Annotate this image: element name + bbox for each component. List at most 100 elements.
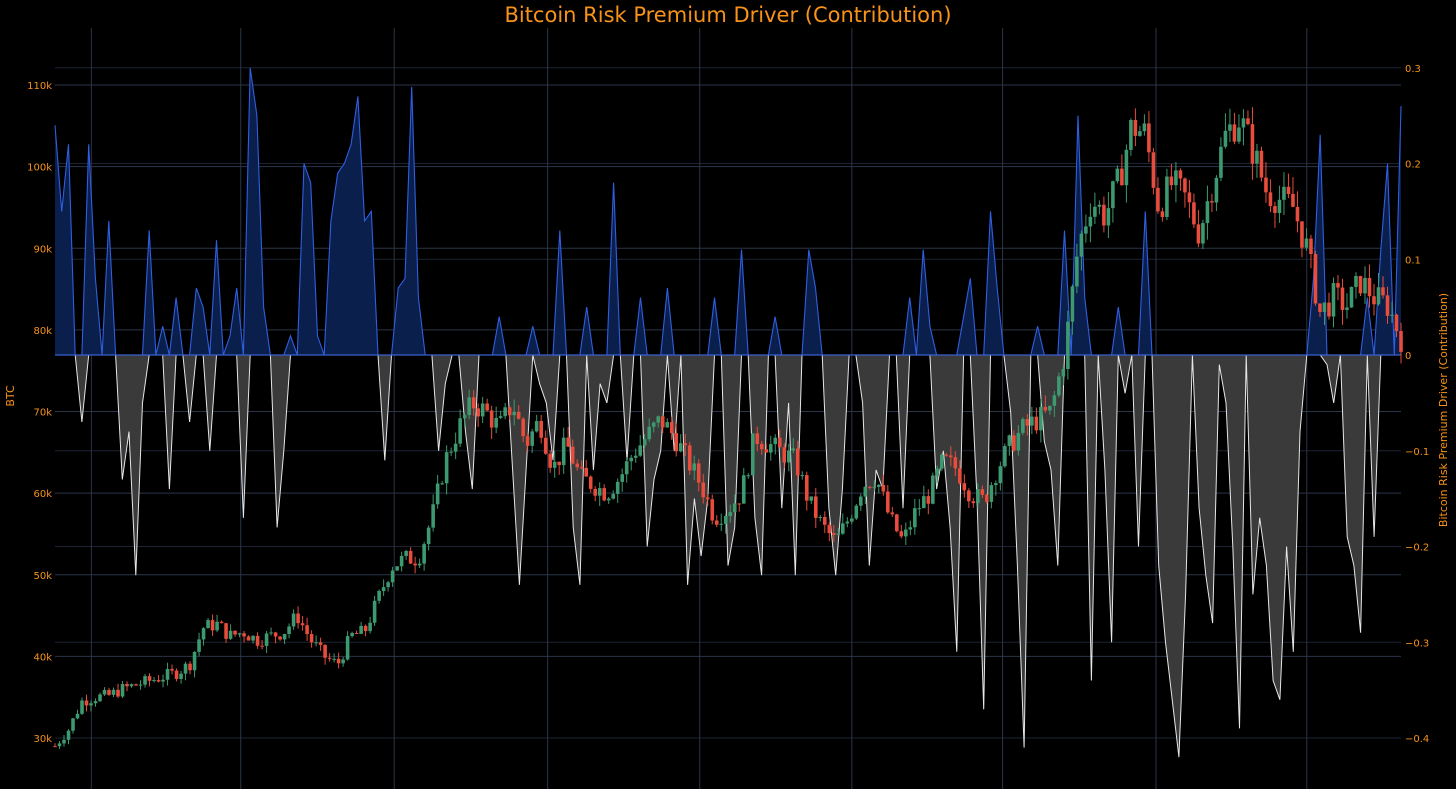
- candle-body: [75, 713, 80, 719]
- candle-body: [1394, 314, 1399, 332]
- candle-body: [886, 491, 890, 513]
- candle-body: [188, 663, 192, 671]
- candle-body: [80, 700, 84, 714]
- left-tick-label: 50k: [33, 571, 52, 582]
- right-tick-label: 0.3: [1405, 64, 1421, 75]
- candle-body: [345, 636, 350, 660]
- candle-body: [759, 443, 764, 450]
- candle-body: [480, 403, 485, 417]
- candle-body: [710, 499, 715, 521]
- candle-body: [953, 457, 958, 469]
- candle-body: [408, 550, 413, 564]
- left-tick-label: 100k: [27, 163, 52, 174]
- candle-body: [1021, 419, 1025, 433]
- candle-body: [440, 483, 444, 485]
- candle-body: [336, 658, 341, 664]
- candle-body: [1111, 181, 1115, 209]
- candle-body: [1259, 150, 1264, 178]
- candle-body: [1178, 170, 1183, 179]
- candle-body: [1169, 176, 1174, 186]
- candle-body: [872, 486, 877, 488]
- candle-body: [1196, 224, 1201, 244]
- candle-body: [539, 420, 543, 438]
- candle-body: [404, 550, 408, 556]
- candle-body: [1399, 331, 1403, 352]
- candle-body: [1016, 432, 1021, 451]
- candle-body: [746, 475, 751, 477]
- candle-body: [1048, 405, 1052, 411]
- candle-body: [462, 415, 467, 419]
- candle-body: [1061, 369, 1066, 377]
- candle-body: [1277, 199, 1282, 213]
- candle-body: [588, 476, 593, 489]
- candle-body: [777, 437, 782, 448]
- candle-body: [368, 622, 372, 632]
- candle-body: [1295, 206, 1300, 222]
- candle-body: [840, 523, 845, 534]
- candle-body: [251, 635, 255, 641]
- candle-body: [980, 489, 985, 495]
- candle-body: [242, 633, 246, 637]
- candle-body: [913, 508, 917, 528]
- candle-body: [719, 523, 724, 525]
- candle-body: [809, 496, 814, 501]
- candle-body: [1174, 170, 1178, 186]
- candle-body: [696, 463, 701, 483]
- candle-body: [1084, 226, 1088, 234]
- candle-body: [570, 446, 575, 464]
- candle-body: [962, 483, 967, 491]
- candle-body: [768, 444, 773, 453]
- left-axis-ticks: 30k 40k 50k 60k 70k 80k 90k 100k 110k: [27, 81, 52, 745]
- candle-body: [804, 475, 809, 501]
- candle-body: [624, 461, 629, 475]
- right-tick-label: −0.4: [1405, 734, 1429, 745]
- candle-body: [57, 743, 62, 747]
- candle-body: [773, 437, 778, 445]
- candle-body: [467, 397, 471, 416]
- candle-body: [161, 679, 165, 682]
- candle-body: [1345, 307, 1349, 310]
- candle-body: [62, 739, 66, 744]
- candle-body: [485, 403, 489, 411]
- candle-body: [1183, 178, 1187, 193]
- candle-body: [507, 407, 512, 416]
- candle-body: [228, 630, 233, 639]
- candle-body: [318, 642, 323, 645]
- candle-body: [656, 416, 661, 423]
- candle-body: [521, 418, 525, 437]
- btc-candles: [53, 107, 1403, 749]
- candle-body: [944, 454, 949, 456]
- candle-body: [1246, 118, 1250, 125]
- candle-body: [714, 520, 719, 525]
- right-tick-label: 0.2: [1405, 160, 1421, 171]
- candle-body: [1358, 276, 1363, 294]
- candle-body: [1232, 124, 1237, 142]
- candle-body: [125, 683, 129, 687]
- candle-body: [84, 700, 89, 706]
- candle-body: [1088, 216, 1093, 227]
- candle-body: [471, 397, 476, 409]
- candle-body: [300, 623, 305, 626]
- candle-body: [786, 450, 791, 463]
- candle-body: [102, 689, 107, 695]
- candle-body: [922, 496, 926, 509]
- candle-body: [1066, 321, 1070, 370]
- candle-body: [269, 632, 273, 634]
- candle-body: [1147, 123, 1151, 153]
- candle-body: [877, 484, 881, 487]
- candle-body: [1336, 283, 1340, 288]
- candle-body: [1151, 152, 1156, 188]
- candle-body: [516, 411, 521, 419]
- candle-body: [206, 620, 210, 629]
- candle-body: [93, 701, 98, 704]
- candle-body: [1165, 176, 1169, 218]
- candle-body: [417, 563, 422, 566]
- candle-body: [899, 531, 904, 537]
- candle-body: [557, 461, 561, 466]
- candle-body: [1142, 123, 1147, 132]
- candle-body: [372, 600, 377, 623]
- candle-body: [359, 625, 363, 634]
- candle-body: [377, 591, 381, 601]
- candle-body: [1354, 276, 1358, 287]
- contribution-series: [54, 67, 1402, 758]
